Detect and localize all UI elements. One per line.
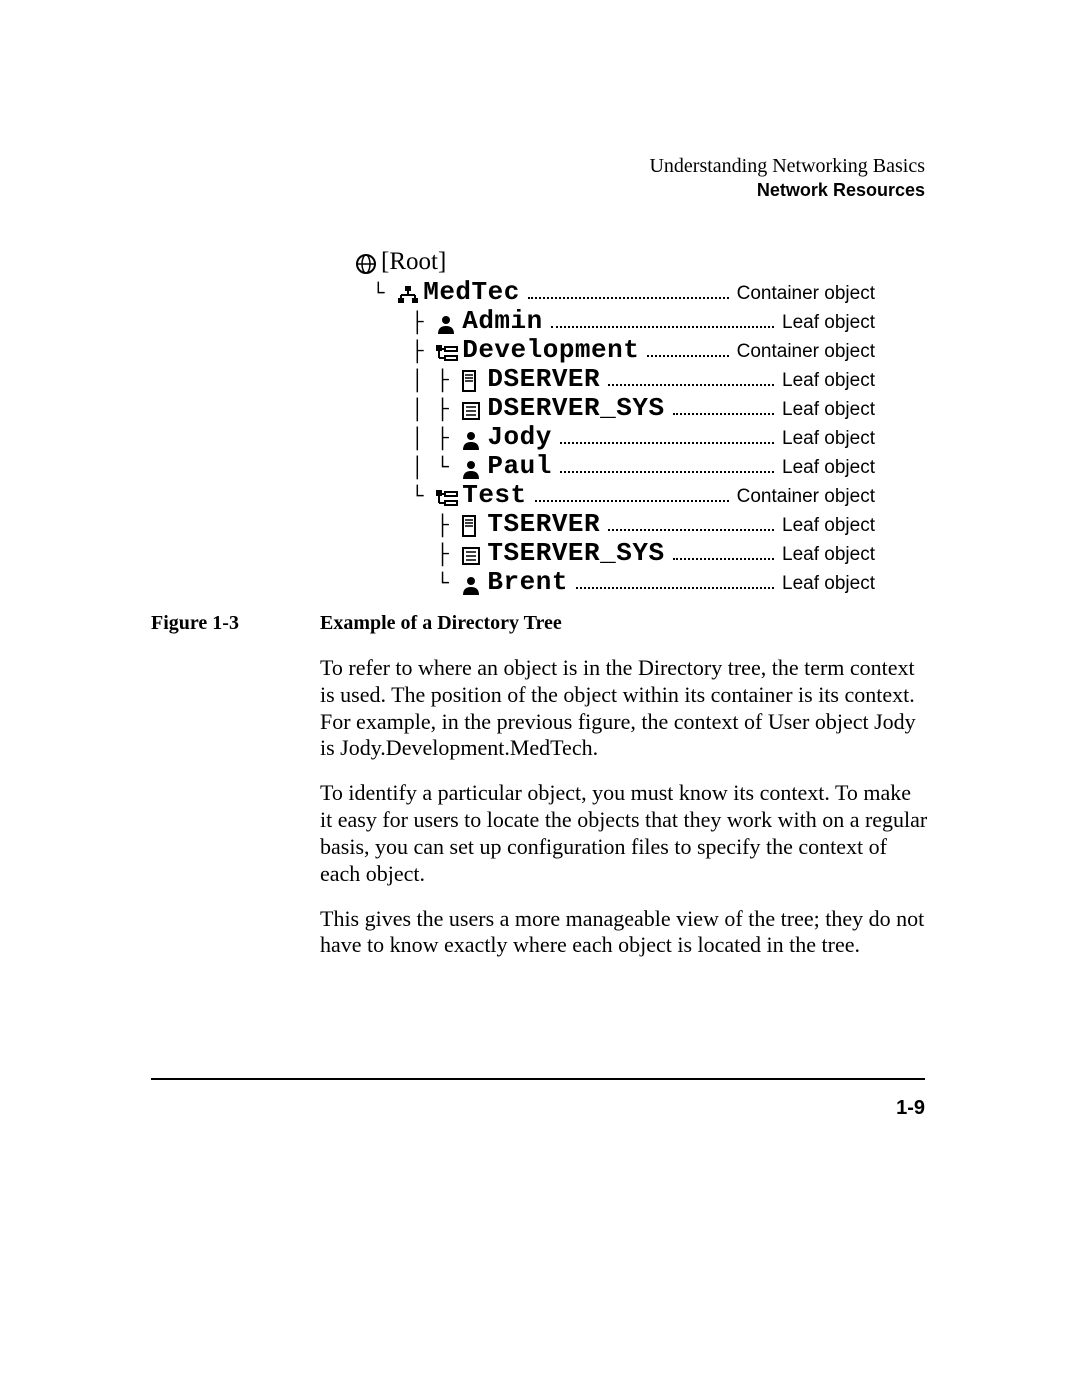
- tree-item-label: TSERVER: [487, 509, 600, 539]
- paragraph: To refer to where an object is in the Di…: [320, 655, 928, 762]
- server-icon: [461, 370, 485, 395]
- tree-item-type: Container object: [737, 341, 875, 363]
- volume-icon: [461, 399, 485, 424]
- tree-item-type: Leaf object: [782, 515, 875, 537]
- leader-dots: [576, 587, 774, 589]
- body-text: To refer to where an object is in the Di…: [320, 655, 928, 977]
- tree-row: ├ Development Container object: [411, 335, 875, 364]
- leader-dots: [608, 384, 774, 386]
- tree-item-label: TSERVER_SYS: [487, 538, 664, 568]
- tree-item-type: Leaf object: [782, 312, 875, 334]
- footer-rule: [151, 1078, 925, 1080]
- tree-row: │ ├ Jody Leaf object: [411, 422, 875, 451]
- tree-prefix: │ ├: [411, 428, 461, 451]
- org-icon: [397, 283, 421, 308]
- tree-item-type: Leaf object: [782, 544, 875, 566]
- tree-prefix: └: [372, 283, 397, 306]
- tree-prefix: │ └: [411, 457, 461, 480]
- page-header: Understanding Networking Basics Network …: [649, 155, 925, 201]
- tree-item-type: Leaf object: [782, 399, 875, 421]
- tree-row: └ MedTec Container object: [372, 277, 875, 306]
- tree-prefix: ├: [411, 312, 436, 335]
- user-icon: [436, 312, 460, 337]
- tree-row: ├ TSERVER_SYS Leaf object: [411, 538, 875, 567]
- tree-prefix: ├: [411, 544, 461, 567]
- paragraph: To identify a particular object, you mus…: [320, 780, 928, 887]
- tree-prefix: └: [411, 486, 436, 509]
- globe-icon: [355, 253, 379, 278]
- leader-dots: [535, 500, 729, 502]
- leader-dots: [673, 413, 774, 415]
- tree-row: ├ Admin Leaf object: [411, 306, 875, 335]
- figure-number: Figure 1-3: [151, 612, 320, 635]
- user-icon: [461, 573, 485, 598]
- leader-dots: [528, 297, 729, 299]
- tree-row: │ └ Paul Leaf object: [411, 451, 875, 480]
- tree-item-label: DSERVER: [487, 364, 600, 394]
- leader-dots: [673, 558, 774, 560]
- user-icon: [461, 428, 485, 453]
- user-icon: [461, 457, 485, 482]
- section-title: Network Resources: [649, 180, 925, 201]
- tree-item-type: Container object: [737, 486, 875, 508]
- tree-row: │ ├ DSERVER Leaf object: [411, 364, 875, 393]
- tree-prefix: ├: [411, 515, 461, 538]
- tree-item-label: Admin: [462, 306, 543, 336]
- ou-icon: [436, 341, 460, 366]
- tree-item-label: Paul: [487, 451, 551, 481]
- tree-item-type: Leaf object: [782, 573, 875, 595]
- figure-caption: Figure 1-3 Example of a Directory Tree: [151, 612, 931, 635]
- root-label: [Root]: [381, 248, 446, 276]
- directory-tree-figure: [Root] └ MedTec Container object ├ Admin…: [355, 248, 875, 596]
- volume-icon: [461, 544, 485, 569]
- server-icon: [461, 515, 485, 540]
- tree-item-label: DSERVER_SYS: [487, 393, 664, 423]
- ou-icon: [436, 486, 460, 511]
- tree-item-type: Leaf object: [782, 457, 875, 479]
- tree-row: │ ├ DSERVER_SYS Leaf object: [411, 393, 875, 422]
- figure-title: Example of a Directory Tree: [320, 612, 562, 635]
- tree-item-label: Test: [462, 480, 526, 510]
- tree-row: └ Test Container object: [411, 480, 875, 509]
- tree-prefix: └: [411, 573, 461, 596]
- tree-row: ├ TSERVER Leaf object: [411, 509, 875, 538]
- leader-dots: [560, 471, 774, 473]
- paragraph: This gives the users a more manageable v…: [320, 906, 928, 960]
- leader-dots: [608, 529, 774, 531]
- page-number: 1-9: [896, 1097, 925, 1120]
- chapter-title: Understanding Networking Basics: [649, 155, 925, 178]
- tree-item-label: Jody: [487, 422, 551, 452]
- tree-root-row: [Root]: [355, 248, 875, 277]
- tree-item-label: MedTec: [423, 277, 520, 307]
- tree-item-label: Brent: [487, 567, 568, 597]
- leader-dots: [551, 326, 774, 328]
- tree-row: └ Brent Leaf object: [411, 567, 875, 596]
- leader-dots: [647, 355, 728, 357]
- tree-item-type: Leaf object: [782, 428, 875, 450]
- tree-item-type: Container object: [737, 283, 875, 305]
- tree-item-label: Development: [462, 335, 639, 365]
- page: Understanding Networking Basics Network …: [0, 0, 1080, 1397]
- leader-dots: [560, 442, 774, 444]
- tree-prefix: ├: [411, 341, 436, 364]
- tree-prefix: │ ├: [411, 370, 461, 393]
- tree-prefix: │ ├: [411, 399, 461, 422]
- tree-item-type: Leaf object: [782, 370, 875, 392]
